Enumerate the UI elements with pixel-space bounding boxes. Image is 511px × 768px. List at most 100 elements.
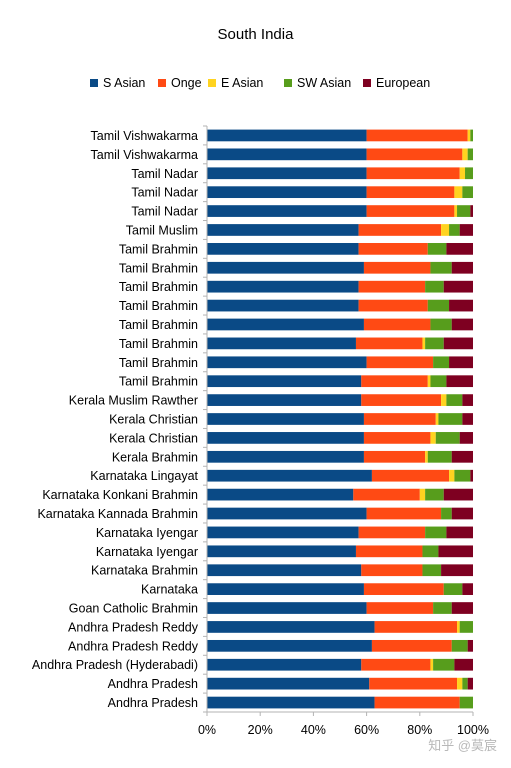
bar-european (449, 356, 473, 369)
bar-onge (353, 488, 420, 501)
bar-s-asian (207, 375, 362, 388)
bar-european (451, 507, 473, 520)
category-label: Tamil Brahmin (119, 242, 198, 256)
bar-onge (358, 243, 428, 255)
bar-s-asian (207, 564, 362, 577)
bar-european (451, 261, 473, 274)
bar-s-asian (207, 261, 364, 274)
category-label: Kerala Christian (109, 413, 198, 427)
bar-s-asian (207, 394, 362, 406)
category-label: Tamil Brahmin (119, 337, 198, 351)
category-label: Andhra Pradesh (108, 677, 198, 691)
bar-onge (366, 186, 455, 199)
bar-european (459, 224, 473, 236)
bar-european (462, 583, 473, 595)
bar-onge (366, 148, 463, 161)
bar-sw-asian (430, 318, 452, 331)
bar-e-asian (422, 337, 426, 350)
bar-e-asian (459, 167, 466, 180)
bar-s-asian (207, 621, 375, 633)
bar-s-asian (207, 639, 372, 652)
bar-s-asian (207, 167, 367, 180)
bar-sw-asian (425, 280, 444, 293)
x-tick-label: 80% (407, 723, 432, 737)
bar-onge (363, 261, 431, 274)
bar-sw-asian (462, 677, 468, 690)
bar-sw-asian (433, 356, 450, 369)
bar-onge (374, 621, 458, 633)
bar-s-asian (207, 602, 367, 614)
bar-european (443, 337, 473, 350)
bar-sw-asian (433, 658, 455, 671)
bar-onge (366, 356, 434, 369)
bar-european (451, 318, 473, 331)
bar-onge (358, 299, 428, 312)
bar-s-asian (207, 413, 364, 425)
bar-sw-asian (462, 186, 473, 199)
legend-item: E Asian (208, 76, 263, 90)
bar-e-asian (441, 224, 450, 236)
category-label: Tamil Brahmin (119, 299, 198, 313)
bar-sw-asian (427, 299, 450, 312)
bar-sw-asian (427, 243, 447, 255)
bar-s-asian (207, 186, 367, 199)
bar-s-asian (207, 280, 359, 293)
bar-european (451, 450, 473, 463)
legend-item: SW Asian (284, 76, 351, 90)
bar-e-asian (454, 205, 458, 217)
category-label: Andhra Pradesh Reddy (68, 639, 199, 653)
bar-onge (371, 469, 450, 482)
bar-s-asian (207, 450, 364, 463)
category-label: Tamil Vishwakarma (91, 129, 198, 143)
category-label: Kerala Christian (109, 431, 198, 445)
bar-onge (355, 337, 423, 350)
bar-s-asian (207, 337, 356, 350)
legend-label: E Asian (221, 76, 264, 90)
bar-onge (369, 677, 458, 690)
legend-swatch (208, 79, 216, 87)
bar-european (451, 602, 473, 614)
category-label: Karnataka Brahmin (91, 564, 198, 578)
category-label: Goan Catholic Brahmin (69, 602, 198, 616)
legend-item: Onge (158, 76, 202, 90)
bar-sw-asian (449, 224, 460, 236)
bar-onge (363, 583, 444, 595)
bar-sw-asian (435, 432, 460, 444)
x-tick-label: 60% (354, 723, 379, 737)
category-label: Andhra Pradesh (Hyderabadi) (32, 658, 198, 672)
bar-onge (358, 526, 426, 539)
bar-onge (361, 564, 423, 577)
bar-s-asian (207, 658, 362, 671)
bar-european (470, 469, 473, 482)
bar-onge (374, 696, 460, 709)
bar-e-asian (430, 432, 436, 444)
bar-e-asian (457, 677, 463, 690)
category-label: Karnataka Lingayat (90, 469, 198, 483)
bar-european (459, 432, 473, 444)
bar-european (438, 545, 473, 558)
bar-european (467, 639, 473, 652)
bar-sw-asian (425, 337, 444, 350)
bar-sw-asian (441, 507, 452, 520)
legend-swatch (158, 79, 166, 87)
category-label: Tamil Brahmin (119, 356, 198, 370)
x-tick-label: 20% (248, 723, 273, 737)
bar-onge (366, 129, 468, 142)
bar-onge (366, 205, 455, 217)
bar-e-asian (425, 450, 428, 463)
bar-s-asian (207, 488, 354, 501)
category-label: Tamil Brahmin (119, 318, 198, 332)
bar-sw-asian (430, 375, 447, 388)
bar-s-asian (207, 129, 367, 142)
bar-onge (361, 375, 428, 388)
category-label: Karnataka Kannada Brahmin (37, 507, 198, 521)
bar-sw-asian (459, 621, 473, 633)
legend-item: European (363, 76, 430, 90)
chart-title: South India (217, 26, 294, 43)
category-label: Tamil Vishwakarma (91, 148, 198, 162)
bar-s-asian (207, 432, 364, 444)
bar-e-asian (419, 488, 426, 501)
bar-european (443, 488, 473, 501)
bar-onge (363, 450, 426, 463)
